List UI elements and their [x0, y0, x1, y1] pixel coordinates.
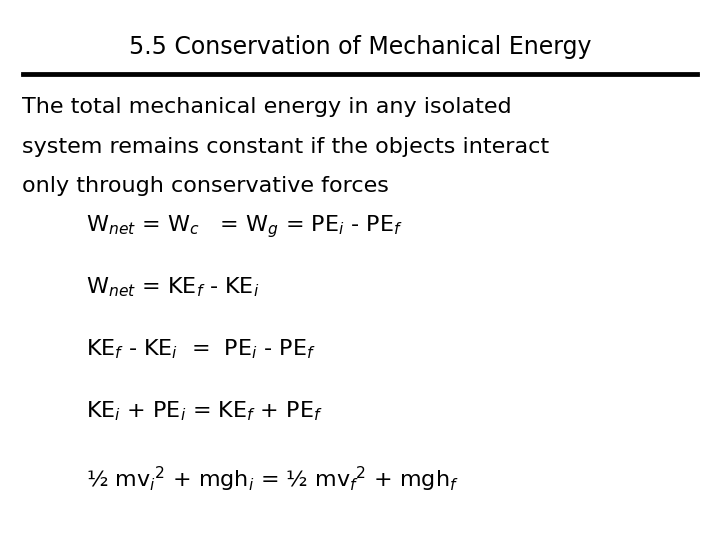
Text: ½ mv$_{i}$$^{2}$ + mgh$_{i}$ = ½ mv$_{f}$$^{2}$ + mgh$_{f}$: ½ mv$_{i}$$^{2}$ + mgh$_{i}$ = ½ mv$_{f}… [86, 464, 459, 494]
Text: system remains constant if the objects interact: system remains constant if the objects i… [22, 137, 549, 157]
Text: KE$_{i}$ + PE$_{i}$ = KE$_{f}$ + PE$_{f}$: KE$_{i}$ + PE$_{i}$ = KE$_{f}$ + PE$_{f}… [86, 400, 323, 423]
Text: 5.5 Conservation of Mechanical Energy: 5.5 Conservation of Mechanical Energy [129, 35, 591, 59]
Text: W$_{net}$ = KE$_{f}$ - KE$_{i}$: W$_{net}$ = KE$_{f}$ - KE$_{i}$ [86, 275, 260, 299]
Text: only through conservative forces: only through conservative forces [22, 176, 389, 196]
Text: KE$_{f}$ - KE$_{i}$  =  PE$_{i}$ - PE$_{f}$: KE$_{f}$ - KE$_{i}$ = PE$_{i}$ - PE$_{f}… [86, 338, 316, 361]
Text: W$_{net}$ = W$_{c}$   = W$_{g}$ = PE$_{i}$ - PE$_{f}$: W$_{net}$ = W$_{c}$ = W$_{g}$ = PE$_{i}$… [86, 213, 403, 240]
Text: The total mechanical energy in any isolated: The total mechanical energy in any isola… [22, 97, 511, 117]
